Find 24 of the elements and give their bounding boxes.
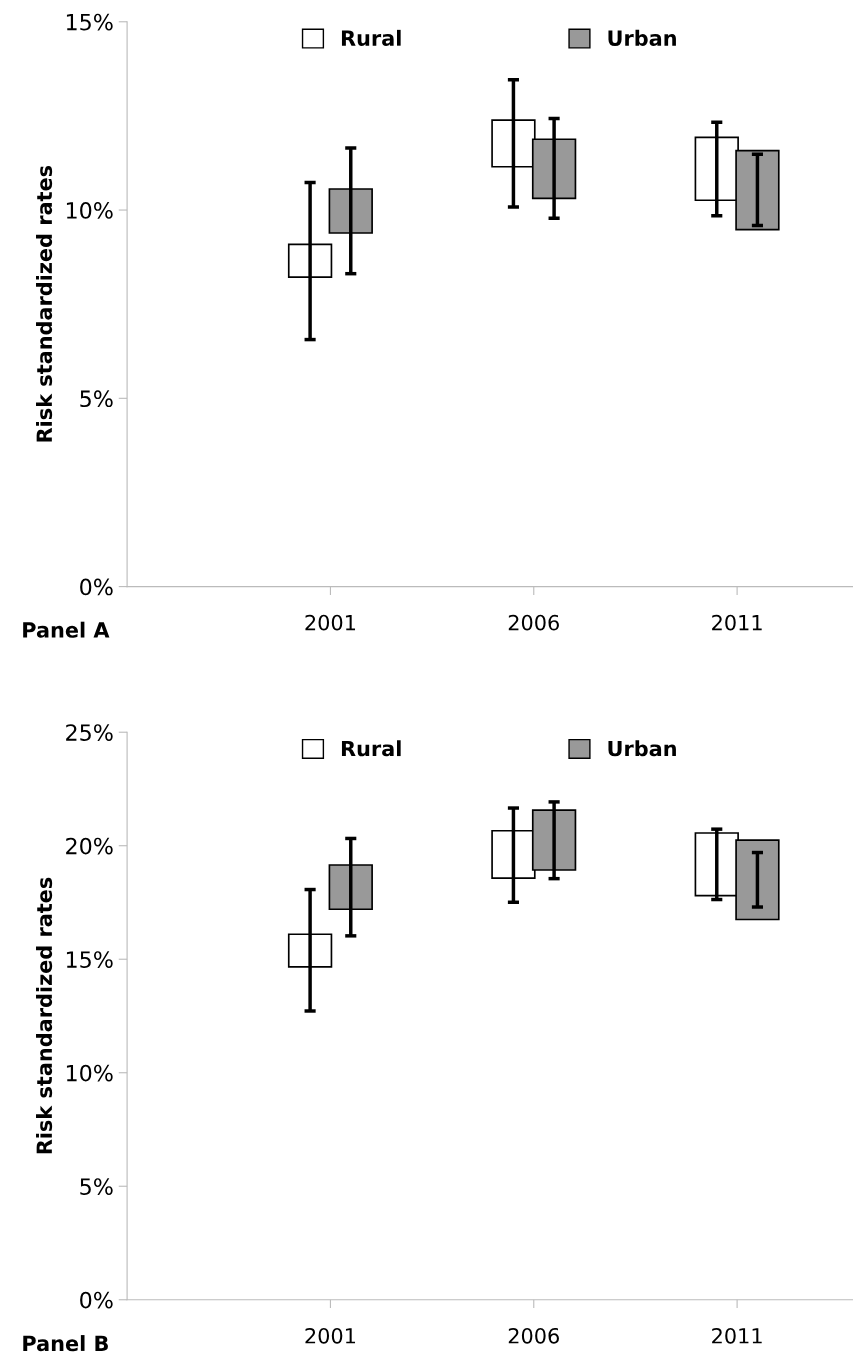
- legend-label: Urban: [608, 29, 676, 46]
- text: Panel A: [23, 621, 110, 638]
- y-tick-label: 10%: [66, 202, 113, 219]
- y-axis-title: Risk standardized rates: [36, 165, 53, 442]
- y-tick-label: 25%: [66, 724, 113, 741]
- legend-label: Rural: [341, 740, 401, 757]
- legend-label: Urban: [608, 740, 676, 757]
- y-tick-label: 0%: [80, 1291, 113, 1309]
- text: Panel B: [23, 1335, 108, 1352]
- x-tick-label: 2011: [712, 1327, 762, 1344]
- y-tick-label: 15%: [66, 13, 113, 31]
- legend-label: Rural: [341, 29, 401, 46]
- y-tick-label: 0%: [80, 578, 113, 596]
- x-tick-label: 2006: [508, 1327, 559, 1344]
- y-tick-label: 5%: [80, 1178, 113, 1196]
- x-tick-label: 2001: [305, 614, 356, 631]
- y-axis-title: Risk standardized rates: [36, 877, 53, 1154]
- y-tick-label: 15%: [66, 951, 113, 968]
- x-tick-label: 2001: [305, 1327, 356, 1344]
- x-tick-label: 2006: [508, 614, 559, 631]
- y-tick-label: 20%: [66, 837, 113, 855]
- y-tick-label: 5%: [80, 390, 113, 408]
- y-tick-label: 10%: [66, 1064, 113, 1082]
- x-tick-label: 2011: [712, 614, 762, 631]
